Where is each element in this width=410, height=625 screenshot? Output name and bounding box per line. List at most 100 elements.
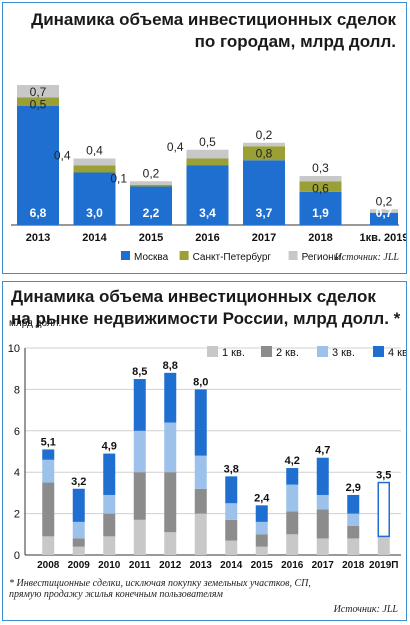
data-label: 6,8 xyxy=(30,206,47,220)
bar-3кв xyxy=(286,484,299,512)
bar-москва xyxy=(130,186,172,225)
bar-1кв xyxy=(133,519,146,555)
total-label: 8,5 xyxy=(132,366,147,378)
source-note-cities: Источник: JLL xyxy=(334,252,400,263)
bar-санкт-петербург xyxy=(73,165,116,173)
chart-title-line: Динамика объема инвестиционных сделок xyxy=(11,287,376,306)
bar-1кв xyxy=(194,513,207,555)
bar-4кв xyxy=(133,379,146,431)
x-tick-label: 2018 xyxy=(342,560,365,571)
total-label: 5,1 xyxy=(41,436,56,448)
bar-2кв xyxy=(194,488,207,514)
bar-санкт-петербург xyxy=(243,146,285,161)
chart-title-line: по городам, млрд долл. xyxy=(194,32,396,51)
bar-2кв xyxy=(164,472,177,533)
bar-3кв xyxy=(347,513,360,527)
data-label: 0,7 xyxy=(30,85,47,99)
bar-2кв xyxy=(316,509,329,539)
total-label: 2,9 xyxy=(346,482,361,494)
x-tick-label: 2009 xyxy=(68,560,91,571)
bar-3кв xyxy=(164,422,177,473)
bar-москва xyxy=(299,191,342,225)
bar-2кв xyxy=(255,534,268,547)
bar-3кв xyxy=(316,494,329,510)
bar-2кв xyxy=(133,472,146,520)
bar-3кв xyxy=(72,521,85,539)
bar-регионы xyxy=(73,158,116,166)
y-tick-label: 10 xyxy=(8,343,20,355)
y-tick-label: 4 xyxy=(14,467,20,479)
x-tick-label: 2015 xyxy=(251,560,274,571)
bar-1кв xyxy=(316,538,329,555)
data-label: 0,2 xyxy=(376,194,393,208)
legend-swatch xyxy=(179,251,189,260)
x-tick-label: 2008 xyxy=(37,560,60,571)
y-tick-label: 8 xyxy=(14,384,20,396)
bar-3кв xyxy=(194,455,207,489)
bar-3кв xyxy=(133,430,146,473)
bar-регионы xyxy=(299,176,342,182)
data-label: 0,6 xyxy=(312,181,329,195)
total-label: 8,8 xyxy=(163,360,178,372)
bar-москва xyxy=(370,212,398,225)
bar-москва xyxy=(243,160,285,225)
x-tick-label: 2016 xyxy=(195,232,219,244)
bar-2кв xyxy=(286,511,299,535)
bar-1кв xyxy=(164,532,177,555)
bar-3кв xyxy=(225,503,238,520)
legend-swatch xyxy=(317,346,328,357)
data-label: 2,2 xyxy=(143,206,160,220)
x-tick-label: 2012 xyxy=(159,560,182,571)
data-label: 0,2 xyxy=(256,128,273,142)
bar-4кв xyxy=(347,494,360,514)
x-tick-label: 2010 xyxy=(98,560,121,571)
bar-регионы xyxy=(243,142,285,147)
bar-4кв xyxy=(164,372,177,423)
data-label: 3,0 xyxy=(86,206,103,220)
total-label: 8,0 xyxy=(193,376,208,388)
bar-1кв xyxy=(255,546,268,555)
chart-title-russia: Динамика объема инвестиционных сделок на… xyxy=(11,286,401,330)
footnote-line: * Инвестиционные сделки, исключая покупк… xyxy=(9,578,311,589)
bar-4кв xyxy=(72,488,85,522)
source-note-russia: Источник: JLL xyxy=(333,604,398,615)
total-label: 4,2 xyxy=(285,455,300,467)
bar-регионы xyxy=(186,149,229,159)
x-tick-label: 1кв. 2019 xyxy=(360,232,406,244)
data-label: 0,5 xyxy=(199,135,216,149)
x-tick-label: 2014 xyxy=(220,560,243,571)
total-label: 4,9 xyxy=(102,441,117,453)
x-tick-label: 2016 xyxy=(281,560,304,571)
bar-4кв xyxy=(194,389,207,456)
bar-2кв xyxy=(225,519,238,541)
legend-swatch xyxy=(261,346,272,357)
bar-4кв xyxy=(42,449,55,460)
chart-panel-russia: Динамика объема инвестиционных сделок на… xyxy=(2,281,407,621)
bar-4кв xyxy=(286,468,299,485)
bar-1кв xyxy=(42,536,55,555)
legend-label: 2 кв. xyxy=(276,347,299,359)
bar-санкт-петербург xyxy=(299,181,342,192)
bar-2кв xyxy=(72,538,85,547)
data-label: 0,4 xyxy=(167,140,184,154)
x-tick-label: 2017 xyxy=(252,232,276,244)
bar-санкт-петербург xyxy=(17,97,59,106)
total-label: 3,5 xyxy=(376,470,391,482)
data-label: 3,7 xyxy=(256,206,273,220)
bar-3кв xyxy=(42,459,55,483)
legend-swatch xyxy=(373,346,384,357)
bar-3кв xyxy=(255,521,268,535)
bar-1кв xyxy=(286,534,299,555)
legend-swatch xyxy=(207,346,218,357)
footnote: * Инвестиционные сделки, исключая покупк… xyxy=(9,578,311,600)
bar-москва xyxy=(186,165,229,225)
data-label: 0,1 xyxy=(110,171,127,185)
bar-4кв xyxy=(225,476,238,504)
data-label: 0,8 xyxy=(256,146,273,160)
bar-3кв xyxy=(103,494,116,514)
bar-2кв xyxy=(42,482,55,537)
total-label: 4,7 xyxy=(315,445,330,457)
bar-2кв xyxy=(347,526,360,539)
bar-москва xyxy=(73,172,116,225)
